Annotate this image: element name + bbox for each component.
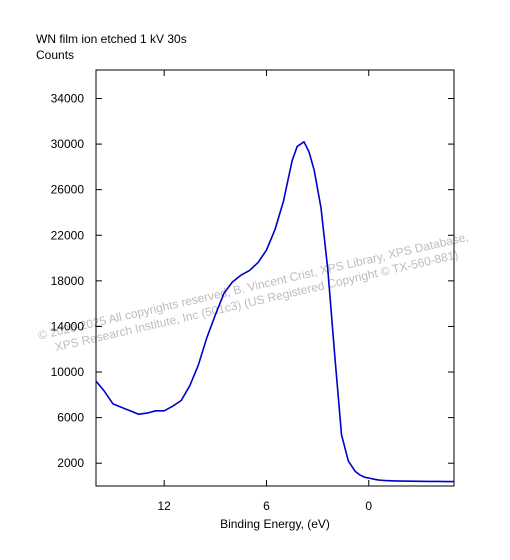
y-tick-label: 2000 — [57, 456, 84, 470]
x-tick-label: 6 — [263, 499, 270, 513]
chart-title: WN film ion etched 1 kV 30s — [36, 32, 187, 46]
plot-area-frame — [95, 69, 455, 487]
y-tick-label: 22000 — [51, 228, 85, 242]
y-axis-label: Counts — [36, 48, 74, 62]
y-tick-label: 14000 — [51, 319, 85, 333]
y-tick-label: 6000 — [57, 411, 84, 425]
x-axis-ticks: 12 6 0 — [158, 70, 372, 513]
y-tick-label: 10000 — [51, 365, 85, 379]
y-tick-label: 18000 — [51, 274, 85, 288]
x-tick-label: 12 — [158, 499, 172, 513]
spectrum-line — [95, 141, 454, 483]
x-axis-label: Binding Energy, (eV) — [220, 517, 330, 531]
x-tick-label: 0 — [365, 499, 372, 513]
spectrum-series — [95, 141, 454, 483]
watermark-line-1: © 2020-2025 All copyrights reserved, B. … — [37, 230, 470, 343]
y-tick-label: 30000 — [51, 137, 85, 151]
y-tick-label: 26000 — [51, 183, 85, 197]
y-axis-ticks: 2000 6000 10000 14000 18000 22000 26000 30000 34… — [51, 91, 454, 470]
copyright-watermark: © 2020-2025 All copyrights reserved, B. … — [37, 230, 470, 354]
y-tick-label: 34000 — [51, 91, 85, 105]
